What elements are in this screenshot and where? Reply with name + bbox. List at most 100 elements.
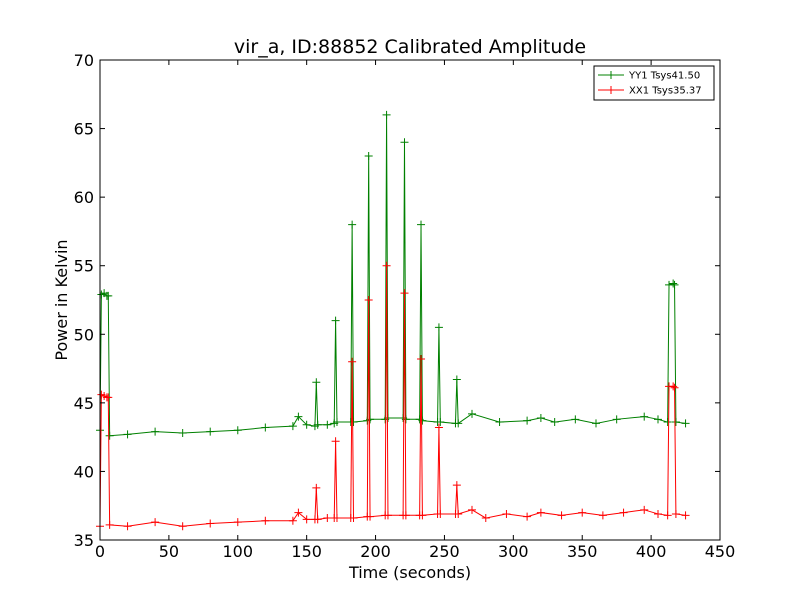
data-point [598,511,607,520]
y-axis-label: Power in Kelvin [52,239,71,360]
data-point [571,415,580,424]
x-tick-label: 400 [636,542,667,561]
data-point [663,511,672,520]
data-point [331,437,340,446]
y-tick-label: 60 [74,188,94,207]
x-tick-label: 450 [705,542,736,561]
data-point [294,412,303,421]
data-point [313,420,322,429]
data-point [382,261,391,270]
data-point [502,509,511,518]
data-point [468,409,476,418]
data-point [418,511,427,520]
x-axis-label: Time (seconds) [348,563,471,582]
data-point [612,415,621,424]
y-tick-label: 40 [74,462,94,481]
axis-ticks: 0 50 100 150 200 250 300 350 400 450 35 40 45 50 55 60 6… [74,51,736,561]
data-point [348,357,357,366]
data-point [452,481,461,490]
data-point [434,423,443,432]
data-point [400,289,409,298]
legend-box [593,65,715,101]
data-point [123,522,132,531]
chart-title: vir_a, ID:88852 Calibrated Amplitude [234,36,586,58]
data-point [206,519,215,528]
y-tick-label: 45 [74,394,94,413]
data-point [681,511,690,520]
data-point [313,515,322,524]
data-point [671,509,680,518]
x-tick-label: 250 [429,542,460,561]
data-point [261,516,270,525]
data-point [323,420,332,429]
data-point [104,291,113,300]
data-point [261,423,270,432]
x-tick-label: 200 [360,542,391,561]
y-tick-label: 65 [74,120,94,139]
x-tick-label: 150 [291,542,322,561]
legend-item: YY1 Tsys41.50 [598,71,700,82]
data-point [669,279,678,288]
data-point [536,413,545,422]
data-point [557,511,566,520]
x-tick-label: 0 [95,542,105,561]
series-0 [96,110,690,440]
data-point [400,138,409,147]
data-point [123,430,132,439]
x-tick-label: 50 [159,542,179,561]
plot-frame [99,59,721,541]
data-point [233,518,242,527]
data-point [523,512,532,521]
data-point [619,508,628,517]
data-point [383,511,392,520]
legend: YY1 Tsys41.50 XX1 Tsys35.37 [593,65,715,101]
legend-marker [607,71,615,79]
data-point [417,354,426,363]
data-point [536,508,545,517]
data-point [332,418,341,427]
data-point [382,110,391,119]
data-point [523,416,532,425]
data-point [233,426,242,435]
data-point [468,505,476,514]
data-point [452,375,461,384]
data-point [401,511,410,520]
data-point [302,515,311,524]
x-tick-label: 300 [498,542,529,561]
series-1 [96,261,690,531]
data-point [151,427,160,436]
legend-label: XX1 Tsys35.37 [629,86,702,97]
data-point [364,152,373,160]
data-point [671,418,680,427]
y-tick-label: 35 [74,531,94,550]
data-point [332,514,341,523]
data-point [550,418,559,427]
data-point [323,514,332,523]
y-tick-label: 70 [74,51,94,70]
data-point [294,508,303,517]
data-point [670,383,679,392]
data-point [348,220,357,229]
data-point [331,316,340,325]
data-point [640,505,649,514]
data-point [151,518,160,527]
data-point [178,429,187,438]
x-tick-label: 100 [223,542,254,561]
data-point [592,419,600,428]
data-point [401,415,410,424]
y-tick-label: 55 [74,257,94,276]
x-tick-label: 350 [567,542,598,561]
data-point [495,418,504,427]
data-point [206,427,215,436]
data-point [436,509,445,518]
data-point [663,418,672,427]
data-point [349,418,358,427]
data-point [302,420,311,429]
data-point [312,483,321,492]
data-point [312,378,321,387]
data-point [366,415,375,424]
data-point [454,419,463,428]
data-point [436,418,445,427]
data-point [366,512,375,521]
